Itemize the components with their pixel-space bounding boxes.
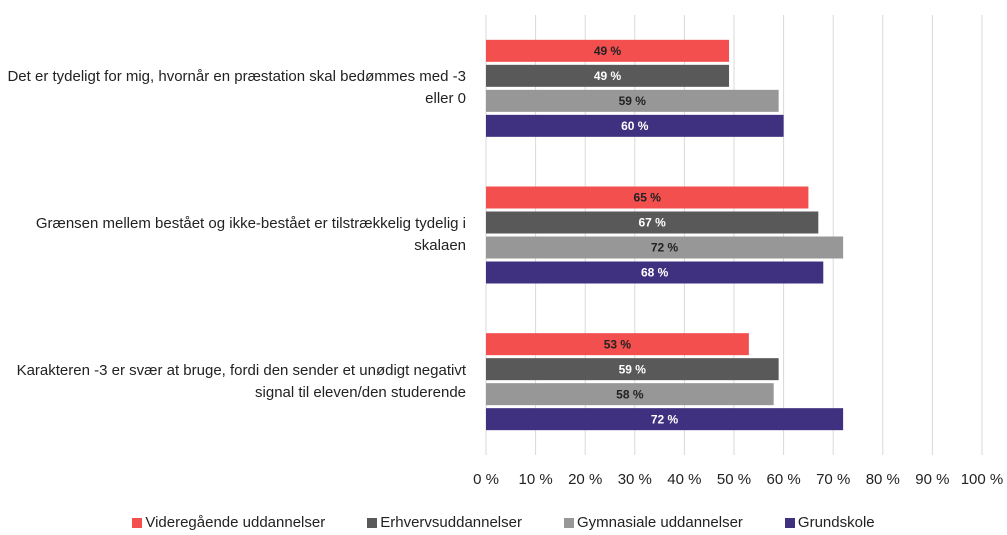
category-label: Grænsen mellem bestået og ikke-bestået e… (35, 215, 466, 254)
data-label: 49 % (594, 44, 622, 58)
data-label: 59 % (619, 94, 647, 108)
x-tick-label: 0 % (473, 471, 499, 488)
x-tick-label: 80 % (866, 471, 900, 488)
bar (486, 211, 819, 234)
legend-label: Erhvervsuddannelser (380, 514, 522, 531)
data-label: 53 % (604, 337, 632, 351)
bar (486, 89, 779, 112)
legend-label: Grundskole (797, 514, 875, 531)
x-tick-label: 70 % (816, 471, 850, 488)
x-tick-label: 50 % (717, 471, 751, 488)
legend-label: Gymnasiale uddannelser (576, 514, 743, 531)
data-label: 72 % (651, 241, 679, 255)
data-label: 58 % (616, 387, 644, 401)
legend-item: Erhvervsuddannelser (367, 514, 522, 531)
data-label: 59 % (619, 362, 647, 376)
data-label: 72 % (651, 412, 679, 426)
x-tick-label: 40 % (667, 471, 701, 488)
data-label: 49 % (594, 69, 622, 83)
bar (486, 114, 784, 137)
bar (486, 39, 730, 62)
x-tick-label: 20 % (568, 471, 602, 488)
category-label: Karakteren -3 er svær at bruge, fordi de… (16, 361, 466, 401)
x-tick-label: 60 % (766, 471, 800, 488)
x-tick-label: 90 % (915, 471, 949, 488)
legend-item: Grundskole (784, 514, 875, 531)
data-label: 67 % (638, 216, 666, 230)
x-tick-label: 30 % (618, 471, 652, 488)
bar (486, 236, 844, 259)
x-tick-label: 100 % (961, 471, 1004, 488)
x-tick-label: 10 % (518, 471, 552, 488)
bar (486, 383, 774, 406)
bar (486, 186, 809, 209)
category-label: Det er tydeligt for mig, hvornår en præs… (7, 68, 466, 108)
legend: Videregående uddannelser Erhvervsuddannel… (0, 514, 1007, 531)
bar (486, 408, 844, 431)
legend-swatch (132, 517, 143, 528)
bar (486, 358, 779, 381)
data-label: 65 % (634, 191, 662, 205)
data-label: 68 % (641, 266, 669, 280)
bar (486, 333, 749, 356)
legend-swatch (784, 517, 795, 528)
legend-item: Videregående uddannelser (132, 514, 325, 531)
legend-swatch (563, 517, 574, 528)
legend-item: Gymnasiale uddannelser (563, 514, 743, 531)
legend-label: Videregående uddannelser (145, 514, 326, 531)
bar (486, 64, 730, 87)
bar (486, 261, 824, 284)
data-label: 60 % (621, 119, 649, 133)
legend-swatch (367, 517, 378, 528)
